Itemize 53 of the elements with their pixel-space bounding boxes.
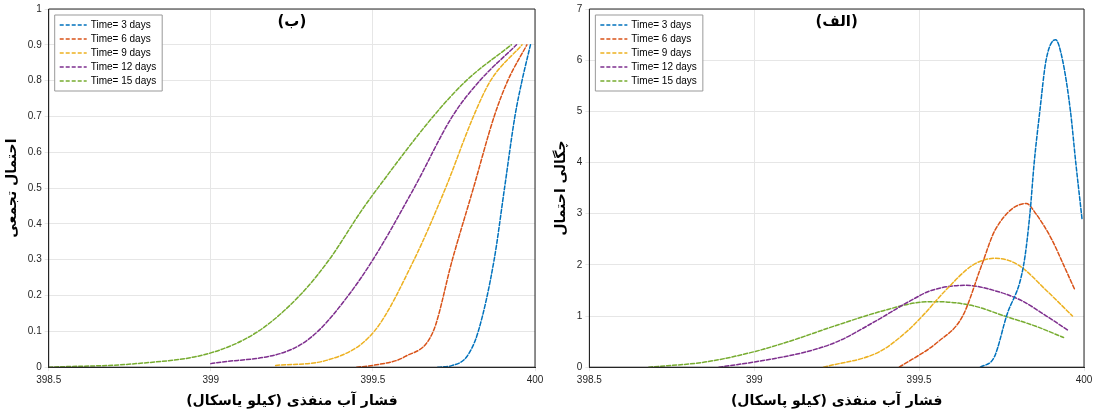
x-tick-label: 399.5 <box>906 373 933 385</box>
x-axis-title: فشار آب منفذی (کیلو یاسکال) <box>186 391 398 410</box>
legend-label: Time= 15 days <box>631 74 697 86</box>
y-axis-title: احتمال تجمعی <box>3 138 20 238</box>
y-tick-label: 0.1 <box>27 325 43 337</box>
y-tick-label: 5 <box>576 105 583 117</box>
line-series <box>979 38 1083 368</box>
y-tick-label: 6 <box>576 53 583 65</box>
y-tick-label: 0.7 <box>27 110 43 122</box>
line-series <box>48 44 513 368</box>
legend-label: Time= 6 days <box>631 32 692 44</box>
x-tick-label: 400 <box>1075 373 1093 385</box>
y-tick-label: 1 <box>576 309 583 321</box>
y-tick-label: 0.4 <box>27 217 43 229</box>
legend-label: Time= 15 days <box>90 74 157 86</box>
legend-label: Time= 3 days <box>631 18 692 30</box>
line-series <box>822 257 1074 368</box>
y-tick-label: 0.6 <box>27 146 43 158</box>
line-series <box>436 44 532 368</box>
x-tick-label: 400 <box>526 373 544 385</box>
y-tick-label: 0 <box>36 360 43 372</box>
legend-label: Time= 3 days <box>90 18 151 30</box>
legend-label: Time= 12 days <box>631 60 697 72</box>
y-tick-label: 0.9 <box>27 38 43 50</box>
x-axis-title: فشار آب منفذی (کیلو پاسکال) <box>730 391 943 410</box>
chart-title: (ب) <box>277 12 307 31</box>
y-tick-label: 0 <box>576 360 583 372</box>
line-series <box>647 300 1065 368</box>
chart-title: (الف) <box>815 12 858 31</box>
x-tick-label: 399 <box>745 373 764 385</box>
line-series <box>718 284 1069 368</box>
y-tick-label: 7 <box>576 2 583 14</box>
legend-label: Time= 9 days <box>631 46 692 58</box>
y-tick-label: 1 <box>36 2 43 14</box>
legend-label: Time= 9 days <box>90 46 151 58</box>
x-tick-label: 399 <box>202 373 220 385</box>
y-tick-label: 4 <box>576 156 583 168</box>
x-tick-label: 398.5 <box>36 373 62 385</box>
line-series <box>355 44 528 368</box>
legend-label: Time= 6 days <box>90 32 151 44</box>
x-tick-label: 398.5 <box>576 373 603 385</box>
line-series <box>210 44 518 365</box>
line-series <box>898 202 1076 368</box>
y-tick-label: 0.5 <box>27 181 43 193</box>
legend-label: Time= 12 days <box>90 60 157 72</box>
line-series <box>274 44 523 367</box>
y-tick-label: 0.2 <box>27 289 43 301</box>
y-tick-label: 3 <box>576 207 583 219</box>
x-tick-label: 399.5 <box>360 373 386 385</box>
y-tick-label: 0.8 <box>27 74 43 86</box>
y-tick-label: 2 <box>576 258 583 270</box>
y-tick-label: 0.3 <box>27 253 43 265</box>
y-axis-title: چگالی احتمال <box>552 140 570 236</box>
